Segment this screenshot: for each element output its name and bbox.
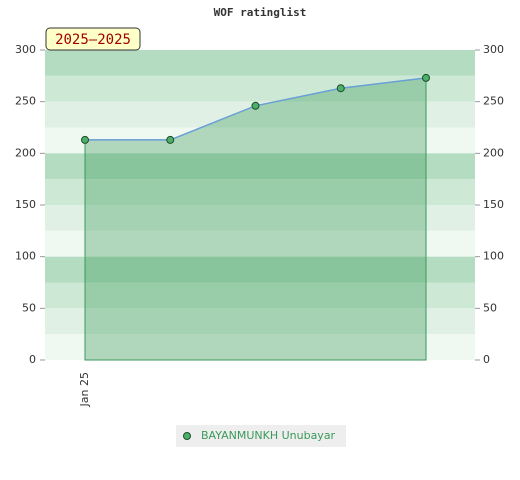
band — [45, 179, 475, 205]
band — [45, 308, 475, 335]
legend — [176, 425, 346, 447]
band — [45, 334, 475, 360]
y2-tick-label: 250 — [483, 95, 504, 108]
point — [251, 101, 260, 110]
y2-tick-label: 150 — [483, 198, 504, 211]
band — [45, 282, 475, 309]
y-tick-label: 0 — [29, 353, 36, 366]
annotation-box — [45, 27, 141, 51]
chart-title: WOF ratinglist — [214, 6, 307, 19]
y-tick-label: 300 — [15, 43, 36, 56]
y-tick-label: 100 — [15, 250, 36, 263]
y-tick-label: 50 — [22, 301, 36, 314]
y-tick-label: 250 — [15, 95, 36, 108]
y2-tick-label: 100 — [483, 250, 504, 263]
band — [45, 50, 475, 76]
legend-marker — [183, 432, 191, 440]
y2-tick-label: 200 — [483, 146, 504, 159]
band — [45, 256, 475, 283]
legend-label: BAYANMUNKH Unubayar — [201, 429, 336, 442]
band — [45, 101, 475, 128]
point — [422, 73, 430, 82]
x-tick-label: Jan 25 — [78, 372, 91, 407]
y2-tick-label: 50 — [483, 301, 497, 314]
point — [81, 135, 89, 144]
plot — [81, 73, 430, 361]
y2-tick-label: 0 — [483, 353, 490, 366]
band — [45, 153, 475, 180]
band — [45, 205, 475, 231]
y2-tick-label: 300 — [483, 43, 504, 56]
y-tick-label: 200 — [15, 146, 36, 159]
y-tick-label: 150 — [15, 198, 36, 211]
point — [336, 84, 345, 93]
annotation: 2025–2025 — [55, 32, 131, 48]
band — [45, 230, 475, 257]
point — [166, 135, 175, 144]
